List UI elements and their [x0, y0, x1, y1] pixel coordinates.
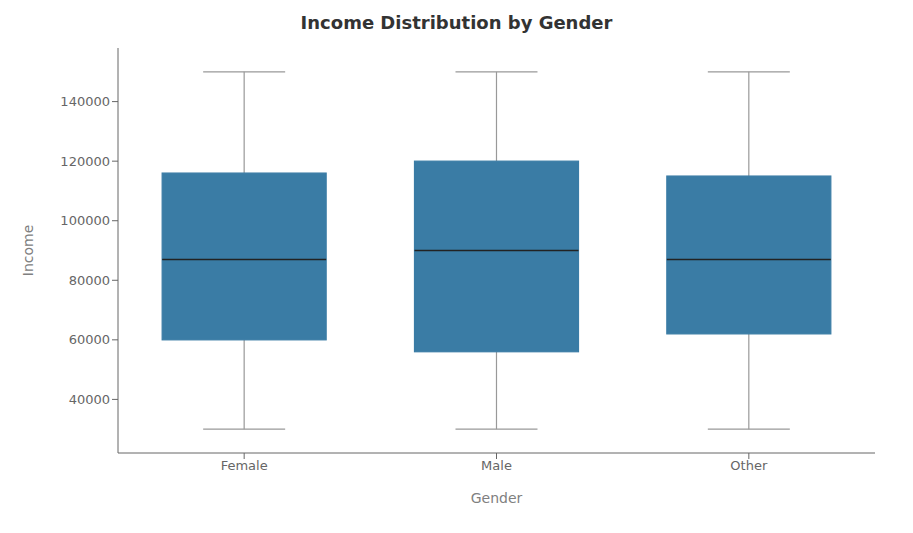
- svg-text:Female: Female: [221, 458, 268, 473]
- svg-text:120000: 120000: [60, 154, 110, 169]
- svg-text:40000: 40000: [69, 392, 110, 407]
- html-text:Income Distribution by Gender: Income Distribution by Gender: [300, 12, 613, 33]
- svg-text:100000: 100000: [60, 213, 110, 228]
- svg-text:80000: 80000: [69, 273, 110, 288]
- svg-text:60000: 60000: [69, 332, 110, 347]
- svg-text:Gender: Gender: [471, 490, 523, 506]
- svg-text:140000: 140000: [60, 94, 110, 109]
- svg-text:Male: Male: [481, 458, 512, 473]
- svg-text:Other: Other: [730, 458, 768, 473]
- svg-text:Income: Income: [20, 225, 36, 277]
